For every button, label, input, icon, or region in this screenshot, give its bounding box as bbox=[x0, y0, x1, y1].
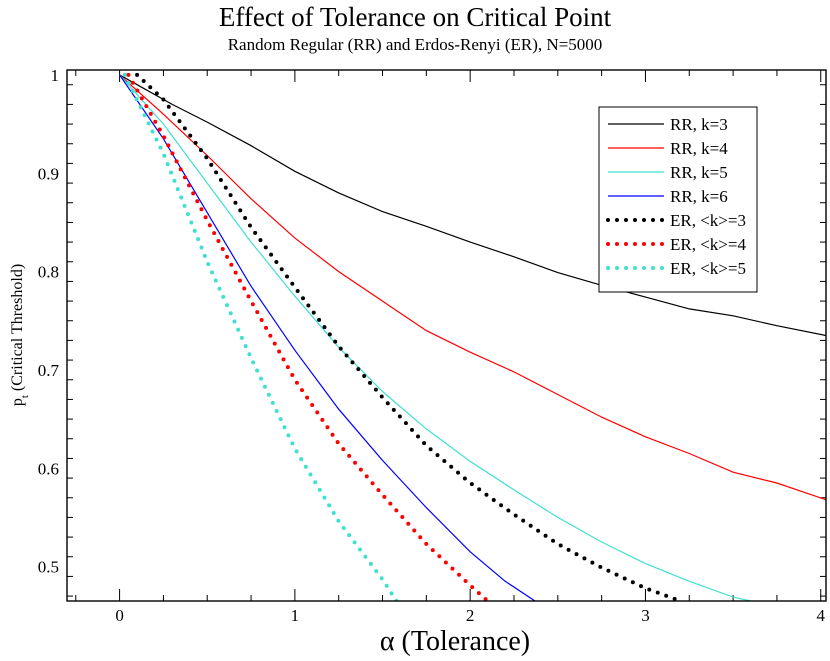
x-axis-label-text: (Tolerance) bbox=[395, 626, 531, 657]
x-tick-label: 4 bbox=[816, 606, 825, 625]
x-tick-label: 1 bbox=[291, 606, 300, 625]
series-line-3 bbox=[119, 74, 751, 601]
axis-ticks bbox=[67, 70, 826, 601]
legend-label-3: RR, k=5 bbox=[670, 163, 728, 182]
x-axis-label: α (Tolerance) bbox=[380, 626, 530, 657]
x-tick-label: 2 bbox=[466, 606, 475, 625]
series-line-2 bbox=[119, 74, 826, 501]
legend-label-1: RR, k=3 bbox=[670, 115, 728, 134]
legend-box bbox=[598, 106, 758, 293]
series-line-7 bbox=[122, 72, 399, 601]
chart-subtitle: Random Regular (RR) and Erdos-Renyi (ER)… bbox=[228, 35, 603, 54]
legend-label-6: ER, <k>=4 bbox=[670, 235, 746, 254]
y-tick-label: 1 bbox=[51, 66, 60, 85]
series-line-4 bbox=[119, 74, 536, 601]
y-axis-label-text: (Critical Threshold) bbox=[9, 264, 26, 395]
tick-labels: 0 1 2 3 4 0.5 0.6 0.7 0.8 0.9 1 bbox=[38, 66, 826, 625]
x-tick-label: 0 bbox=[115, 606, 124, 625]
y-tick-label: 0.9 bbox=[38, 164, 59, 183]
y-axis-label-subscript: t bbox=[19, 395, 31, 398]
y-tick-label: 0.7 bbox=[38, 361, 60, 380]
x-axis-label-symbol: α bbox=[380, 626, 395, 657]
legend: RR, k=3 RR, k=4 RR, k=5 RR, k=6 ER, <k>=3 ER,… bbox=[598, 106, 758, 293]
legend-label-7: ER, <k>=5 bbox=[670, 259, 746, 278]
y-axis-label-symbol: p bbox=[9, 398, 26, 406]
legend-label-2: RR, k=4 bbox=[670, 139, 728, 158]
x-tick-label: 3 bbox=[641, 606, 650, 625]
legend-label-5: ER, <k>=3 bbox=[670, 211, 746, 230]
y-tick-label: 0.5 bbox=[38, 558, 59, 577]
series-lines bbox=[119, 72, 826, 601]
series-line-6 bbox=[126, 72, 490, 601]
y-tick-label: 0.6 bbox=[38, 459, 59, 478]
y-tick-label: 0.8 bbox=[38, 263, 59, 282]
y-axis-label: pt (Critical Threshold) bbox=[9, 264, 31, 406]
chart-title: Effect of Tolerance on Critical Point bbox=[219, 2, 612, 32]
series-line-1 bbox=[119, 74, 826, 337]
legend-label-4: RR, k=6 bbox=[670, 187, 728, 206]
plot-frame bbox=[66, 69, 827, 602]
